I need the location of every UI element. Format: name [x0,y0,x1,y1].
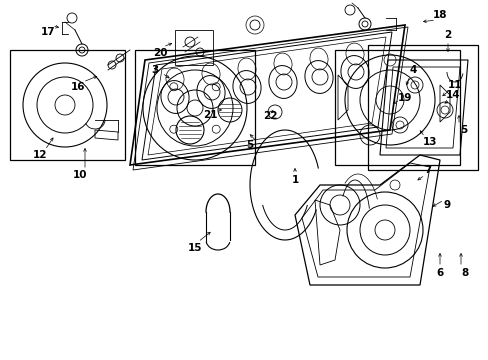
Text: 5: 5 [459,125,467,135]
Text: 3: 3 [151,65,158,75]
Text: 20: 20 [152,48,167,58]
Bar [135,50,254,165]
Text: 15: 15 [187,243,202,253]
Text: 2: 2 [444,30,451,40]
Text: 7: 7 [424,165,431,175]
Text: 13: 13 [422,137,436,147]
Bar [175,30,213,65]
Bar [367,45,477,170]
Text: 18: 18 [432,10,447,20]
Bar [334,50,459,165]
Text: 16: 16 [71,82,85,92]
Text: 6: 6 [435,268,443,278]
Text: 4: 4 [408,65,416,75]
Text: 22: 22 [262,111,277,121]
Bar [10,50,125,160]
Text: 8: 8 [461,268,468,278]
Text: 9: 9 [443,200,449,210]
Text: 5: 5 [246,140,253,150]
Text: 1: 1 [291,175,298,185]
Text: 14: 14 [445,90,459,100]
Text: 10: 10 [73,170,87,180]
Text: 12: 12 [33,150,47,160]
Text: 19: 19 [397,93,411,103]
Text: 21: 21 [203,110,217,120]
Text: 17: 17 [41,27,55,37]
Text: 11: 11 [447,80,461,90]
